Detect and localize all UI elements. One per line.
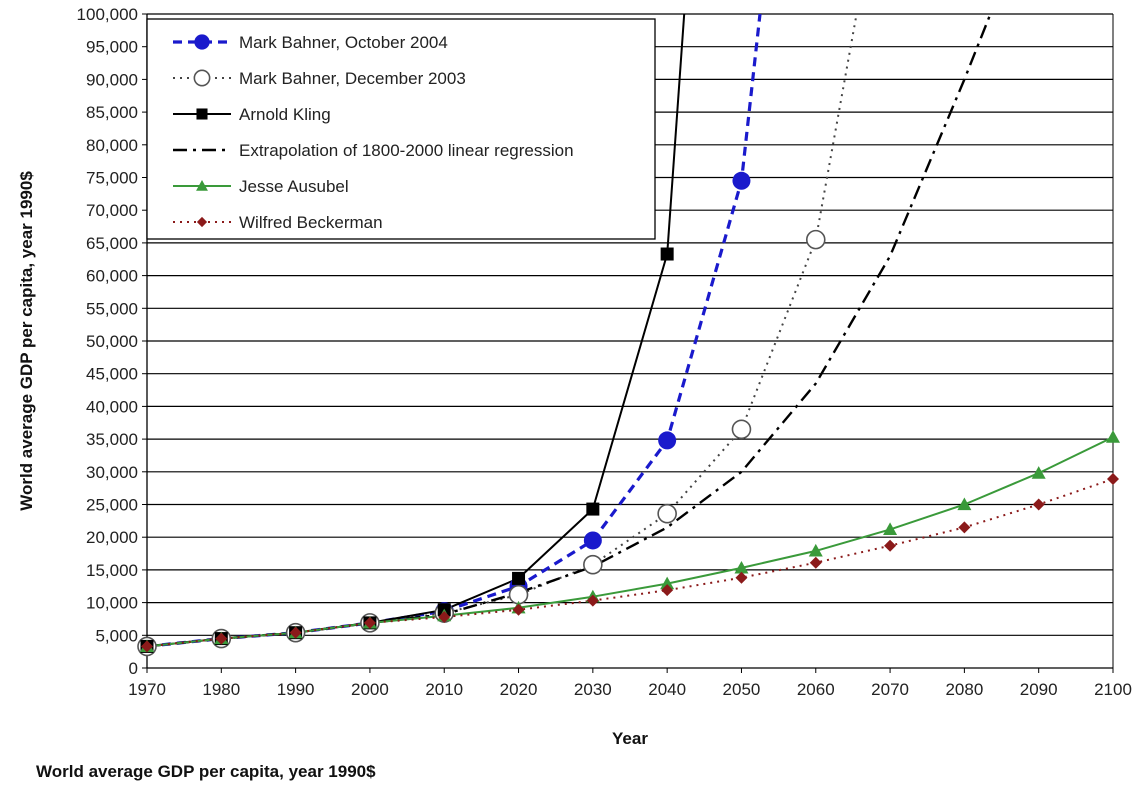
x-tick-label: 1970 <box>128 680 166 699</box>
y-tick-label: 35,000 <box>86 430 138 449</box>
legend-label: Wilfred Beckerman <box>239 213 383 232</box>
data-point-open-circle <box>657 503 677 524</box>
data-point-diamond <box>363 616 376 629</box>
x-tick-label: 2050 <box>723 680 761 699</box>
y-tick-label: 10,000 <box>86 594 138 613</box>
y-tick-label: 95,000 <box>86 38 138 57</box>
data-point-circle <box>732 171 751 190</box>
x-tick-label: 2100 <box>1094 680 1132 699</box>
y-tick-label: 5,000 <box>95 626 138 645</box>
data-point-diamond <box>884 539 897 552</box>
legend-label: Mark Bahner, October 2004 <box>239 33 448 52</box>
data-point-diamond <box>438 610 451 623</box>
legend-box <box>146 18 656 240</box>
y-tick-label: 20,000 <box>86 528 138 547</box>
x-tick-label: 2030 <box>574 680 612 699</box>
legend: Mark Bahner, October 2004 Mark Bahner, De… <box>146 18 656 240</box>
y-axis-title: World average GDP per capita, year 1990$ <box>17 171 36 511</box>
legend-label: Mark Bahner, December 2003 <box>239 69 466 88</box>
data-point-diamond <box>735 571 748 584</box>
series-line <box>147 436 1113 648</box>
data-point-diamond <box>809 556 822 569</box>
legend-label: Extrapolation of 1800-2000 linear regres… <box>239 141 574 160</box>
y-tick-label: 55,000 <box>86 299 138 318</box>
data-point-triangle <box>196 180 208 191</box>
data-point-square <box>196 108 208 120</box>
y-tick-label: 40,000 <box>86 397 138 416</box>
y-tick-label: 80,000 <box>86 136 138 155</box>
data-point-triangle <box>808 543 823 557</box>
x-axis-title: Year <box>612 729 648 748</box>
y-tick-label: 85,000 <box>86 103 138 122</box>
y-tick-label: 70,000 <box>86 201 138 220</box>
series-line <box>147 478 1113 648</box>
x-tick-label: 2040 <box>648 680 686 699</box>
y-tick-label: 15,000 <box>86 561 138 580</box>
x-tick-label: 2000 <box>351 680 389 699</box>
data-point-square <box>660 247 674 261</box>
y-tick-label: 0 <box>129 659 138 678</box>
y-tick-label: 25,000 <box>86 496 138 515</box>
data-point-diamond <box>1107 472 1119 485</box>
data-point-diamond <box>1032 498 1045 511</box>
x-tick-label: 1990 <box>277 680 315 699</box>
data-point-square <box>586 502 600 516</box>
data-point-circle <box>194 34 210 50</box>
x-tick-label: 2060 <box>797 680 835 699</box>
data-point-square <box>512 571 526 585</box>
data-point-circle <box>583 531 602 550</box>
y-tick-label: 100,000 <box>77 5 138 24</box>
data-point-triangle <box>957 497 972 511</box>
data-point-diamond <box>661 584 674 597</box>
legend-label: Jesse Ausubel <box>239 177 349 196</box>
y-tick-label: 65,000 <box>86 234 138 253</box>
y-tick-label: 75,000 <box>86 169 138 188</box>
y-tick-label: 50,000 <box>86 332 138 351</box>
data-point-diamond <box>215 632 228 645</box>
x-tick-label: 2090 <box>1020 680 1058 699</box>
data-point-triangle <box>1106 430 1120 443</box>
data-point-diamond <box>289 626 302 639</box>
y-tick-label: 90,000 <box>86 70 138 89</box>
x-tick-label: 2010 <box>425 680 463 699</box>
data-point-open-circle <box>583 554 603 575</box>
data-point-triangle <box>883 522 898 535</box>
data-point-open-circle <box>193 69 211 87</box>
data-point-triangle <box>1031 466 1046 479</box>
x-tick-label: 1980 <box>202 680 240 699</box>
tick-labels: 0 5,000 10,000 15,000 20,000 25,000 30,000 35,0… <box>77 5 1132 699</box>
x-tick-label: 2080 <box>945 680 983 699</box>
data-point-circle <box>658 431 677 450</box>
y-tick-label: 60,000 <box>86 267 138 286</box>
axes <box>142 13 1114 673</box>
y-tick-label: 45,000 <box>86 365 138 384</box>
data-point-diamond <box>196 216 208 228</box>
data-point-diamond <box>512 603 525 616</box>
data-point-triangle <box>734 560 749 574</box>
x-tick-label: 2020 <box>500 680 538 699</box>
data-point-diamond <box>958 521 971 534</box>
x-tick-label: 2070 <box>871 680 909 699</box>
data-point-open-circle <box>731 419 752 440</box>
data-point-diamond <box>586 594 599 607</box>
y-tick-label: 30,000 <box>86 463 138 482</box>
data-point-diamond <box>141 640 153 653</box>
legend-label: Arnold Kling <box>239 105 331 124</box>
chart-caption: World average GDP per capita, year 1990$ <box>36 762 376 781</box>
data-point-open-circle <box>805 229 826 250</box>
series-markers <box>137 171 1120 657</box>
data-point-triangle <box>660 576 675 590</box>
